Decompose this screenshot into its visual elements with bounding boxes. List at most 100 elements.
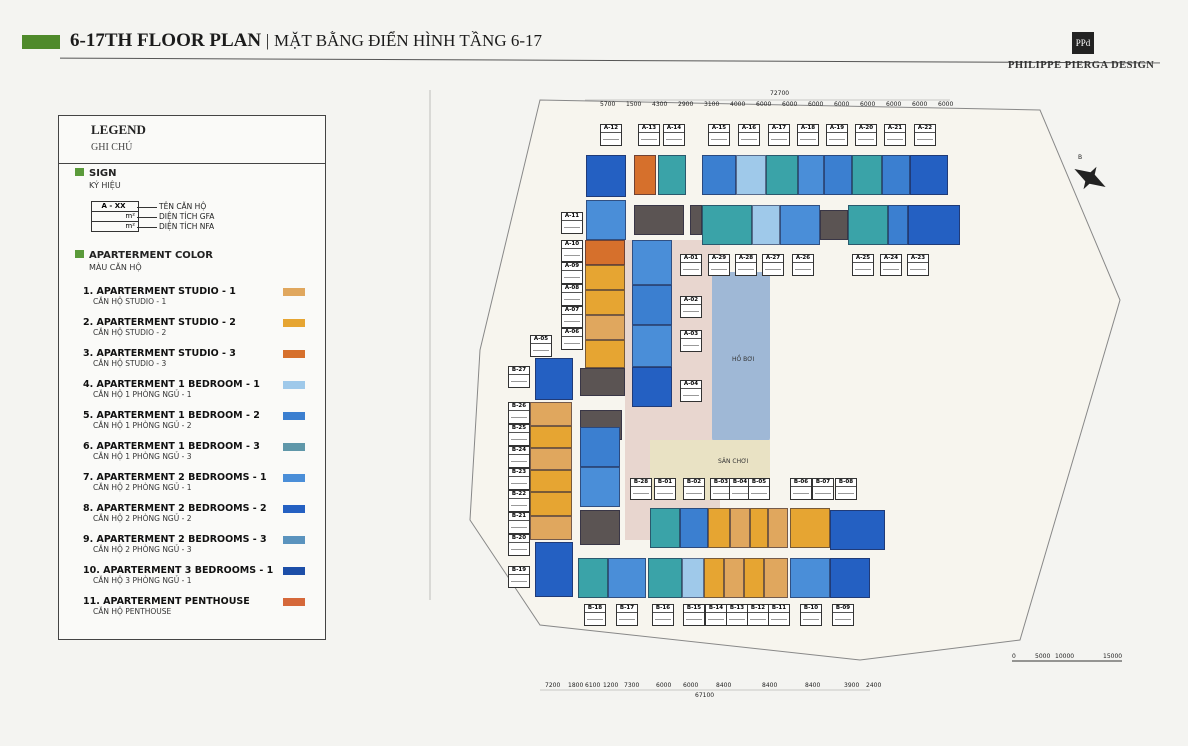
apartment-unit [632, 285, 672, 325]
dimension-top: 6000 [886, 101, 902, 108]
legend-color-swatch [283, 598, 305, 606]
legend-item-name: 7. APARTERMENT 2 BEDROOMS - 1 [83, 472, 267, 483]
title-accent-bar [22, 35, 60, 49]
unit-id: B-04 [730, 479, 750, 487]
apartment-unit [852, 155, 882, 195]
dimension-top: 5700 [600, 101, 616, 108]
unit-id: B-09 [833, 605, 853, 613]
apartment-unit [702, 155, 736, 195]
unit-label: B-22 [508, 490, 530, 512]
apartment-unit [585, 290, 625, 315]
apartment-unit [690, 205, 702, 235]
unit-id: B-13 [727, 605, 747, 613]
pool [712, 272, 770, 442]
apartment-unit [764, 558, 788, 598]
legend-item-name: 1. APARTERMENT STUDIO - 1 [83, 286, 236, 297]
unit-id: A-28 [736, 255, 756, 263]
unit-label: A-18 [797, 124, 819, 146]
unit-id: B-28 [631, 479, 651, 487]
title-vi: MẶT BẰNG ĐIỂN HÌNH TẦNG 6-17 [273, 31, 543, 50]
unit-label: B-20 [508, 534, 530, 556]
unit-id: A-04 [681, 381, 701, 389]
legend-item: 5. APARTERMENT 1 BEDROOM - 2 CĂN HỘ 1 PHÒ… [83, 410, 313, 430]
unit-id: B-25 [509, 425, 529, 433]
unit-label: B-03 [710, 478, 732, 500]
unit-label: A-02 [680, 296, 702, 318]
unit-label: B-06 [790, 478, 812, 500]
unit-label: B-21 [508, 512, 530, 534]
unit-label: A-03 [680, 330, 702, 352]
unit-id: A-10 [562, 241, 582, 249]
unit-id: B-14 [706, 605, 726, 613]
dimension-top: 6000 [938, 101, 954, 108]
apartment-unit [750, 508, 768, 548]
legend-item-name: 5. APARTERMENT 1 BEDROOM - 2 [83, 410, 260, 421]
apartment-unit [908, 205, 960, 245]
apartment-unit [730, 508, 750, 548]
legend-item: 11. APARTERMENT PENTHOUSE CĂN HỘ PENTHOUS… [83, 596, 313, 616]
unit-label: B-23 [508, 468, 530, 490]
dimension-bottom: 8400 [716, 682, 732, 689]
apartment-unit [632, 325, 672, 367]
title-en: 6-17TH FLOOR PLAN [70, 30, 262, 51]
unit-label: A-14 [663, 124, 685, 146]
legend-color-swatch [283, 505, 305, 513]
legend-item-name-vi: CĂN HỘ STUDIO - 1 [93, 297, 167, 306]
unit-id: A-07 [562, 307, 582, 315]
unit-label: A-22 [914, 124, 936, 146]
apartment-unit [530, 492, 572, 516]
legend-color-swatch [283, 536, 305, 544]
unit-id: A-27 [763, 255, 783, 263]
unit-id: A-13 [639, 125, 659, 133]
unit-label: B-14 [705, 604, 727, 626]
unit-id: A-11 [562, 213, 582, 221]
legend-item-name: 2. APARTERMENT STUDIO - 2 [83, 317, 236, 328]
unit-id: B-05 [749, 479, 769, 487]
unit-id: A-16 [739, 125, 759, 133]
unit-label: B-24 [508, 446, 530, 468]
legend-color-swatch [283, 319, 305, 327]
dimension-bottom: 6000 [656, 682, 672, 689]
apartment-unit [632, 240, 672, 285]
legend-item-name-vi: CĂN HỘ 2 PHÒNG NGỦ - 3 [93, 545, 192, 554]
pool-label: HỒ BƠI [732, 356, 755, 363]
brand-name: PHILIPPE PIERGA DESIGN [1008, 60, 1155, 71]
dimension-top: 4300 [652, 101, 668, 108]
legend-item-name-vi: CĂN HỘ 2 PHÒNG NGỦ - 2 [93, 514, 192, 523]
unit-id: A-08 [562, 285, 582, 293]
title-separator: | [265, 31, 270, 50]
legend-item-name: 9. APARTERMENT 2 BEDROOMS - 3 [83, 534, 267, 545]
apartment-unit [648, 558, 682, 598]
legend-item-name-vi: CĂN HỘ 1 PHÒNG NGỦ - 2 [93, 421, 192, 430]
unit-label: B-02 [683, 478, 705, 500]
unit-label: A-01 [680, 254, 702, 276]
sign-desc-nfa: DIỆN TÍCH NFA [136, 222, 215, 231]
apartment-unit [585, 265, 625, 290]
dimension-top: 6000 [834, 101, 850, 108]
legend-item-name-vi: CĂN HỘ 1 PHÒNG NGỦ - 3 [93, 452, 192, 461]
apartment-unit [910, 155, 948, 195]
unit-id: B-12 [748, 605, 768, 613]
apartment-unit [585, 340, 625, 368]
apartment-unit [530, 426, 572, 448]
legend-item: 3. APARTERMENT STUDIO - 3 CĂN HỘ STUDIO -… [83, 348, 313, 368]
legend-item: 8. APARTERMENT 2 BEDROOMS - 2 CĂN HỘ 2 PH… [83, 503, 313, 523]
apartment-unit [830, 510, 885, 550]
unit-label: A-19 [826, 124, 848, 146]
unit-id: A-17 [769, 125, 789, 133]
apartment-unit [888, 205, 908, 245]
color-label-vi: MÀU CĂN HỘ [89, 263, 142, 272]
apartment-unit [580, 467, 620, 507]
apartment-unit [744, 558, 764, 598]
dimension-bottom: 7200 [545, 682, 561, 689]
dimension-top: 2900 [678, 101, 694, 108]
unit-label: A-21 [884, 124, 906, 146]
apartment-unit [708, 508, 730, 548]
unit-id: A-15 [709, 125, 729, 133]
unit-id: A-02 [681, 297, 701, 305]
sign-desc-name: TÊN CĂN HỘ [136, 202, 207, 211]
unit-label: B-16 [652, 604, 674, 626]
unit-id: B-18 [585, 605, 605, 613]
unit-id: B-19 [509, 567, 529, 575]
